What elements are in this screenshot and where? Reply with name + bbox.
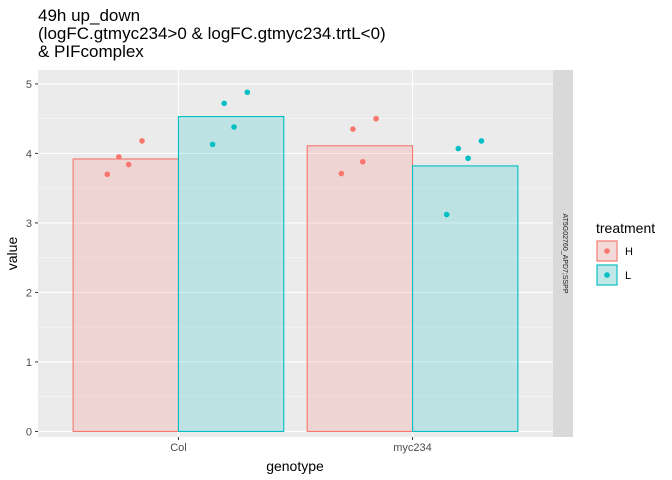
chart-title-line: & PIFcomplex [38, 42, 144, 61]
data-point [139, 138, 145, 144]
legend-key-point [604, 248, 610, 254]
y-axis-title: value [4, 237, 20, 271]
data-point [116, 154, 122, 160]
data-point [443, 211, 450, 218]
legend: treatment HL [596, 220, 655, 286]
facet-strip: AT5G02760_APD7;SSPP [553, 70, 573, 437]
data-point [465, 155, 471, 162]
bar-col-h [72, 158, 180, 432]
bar-myc234-l [411, 165, 519, 432]
data-point [455, 145, 462, 152]
legend-label: H [625, 246, 633, 258]
y-tick-label: 3 [26, 218, 32, 230]
bar-col-l [177, 116, 285, 432]
bar-myc234-h [306, 145, 414, 432]
data-point [104, 171, 111, 178]
grid-lines [38, 70, 553, 437]
legend-item-l: L [596, 264, 631, 286]
data-point [478, 138, 485, 144]
data-point [350, 126, 356, 132]
y-tick-label: 4 [26, 148, 32, 160]
data-point [338, 170, 345, 177]
chart-title-line: 49h up_down [38, 6, 140, 25]
y-axis: 0 1 2 3 4 5 [26, 79, 38, 438]
chart-title: 49h up_down(logFC.gtmyc234>0 & logFC.gtm… [38, 6, 386, 61]
y-tick-label: 2 [26, 287, 32, 299]
y-tick-label: 1 [26, 357, 32, 369]
x-tick-label: myc234 [393, 442, 432, 454]
data-point [244, 89, 251, 96]
data-point [221, 100, 227, 107]
data-point [373, 115, 379, 122]
data-point [231, 124, 237, 130]
x-axis: Col myc234 [170, 437, 432, 454]
bars [72, 116, 519, 432]
facet-strip-label: AT5G02760_APD7;SSPP [561, 213, 568, 293]
plot-panel [38, 70, 553, 437]
x-tick-label: Col [170, 442, 187, 454]
data-points [104, 89, 485, 218]
x-axis-title: genotype [266, 458, 324, 474]
legend-item-h: H [596, 240, 633, 262]
legend-key-point [604, 272, 610, 278]
data-point [125, 161, 132, 168]
data-point [209, 141, 216, 148]
chart-title-line: (logFC.gtmyc234>0 & logFC.gtmyc234.trtL<… [38, 24, 386, 43]
y-tick-label: 5 [26, 79, 32, 91]
y-tick-label: 0 [26, 426, 32, 438]
facet-strip-background [553, 70, 573, 437]
legend-title: treatment [596, 220, 655, 236]
data-point [359, 158, 366, 165]
legend-label: L [625, 270, 631, 282]
